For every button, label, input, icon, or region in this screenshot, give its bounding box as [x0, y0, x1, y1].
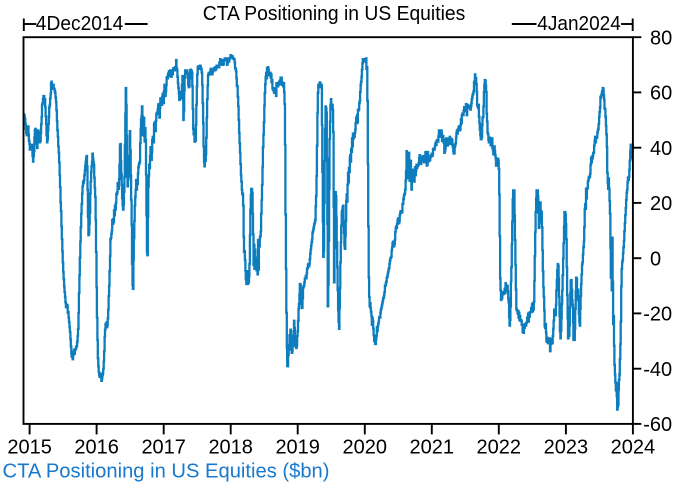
svg-text:CTA Positioning in US Equities: CTA Positioning in US Equities ($bn)	[3, 461, 330, 482]
svg-text:2016: 2016	[74, 437, 119, 459]
svg-text:CTA Positioning in US Equities: CTA Positioning in US Equities	[203, 3, 466, 25]
svg-text:2024: 2024	[611, 437, 656, 459]
svg-text:2023: 2023	[544, 437, 589, 459]
svg-text:2018: 2018	[208, 437, 253, 459]
svg-text:2019: 2019	[275, 437, 320, 459]
svg-text:4Dec2014: 4Dec2014	[36, 13, 124, 35]
svg-text:2020: 2020	[343, 437, 388, 459]
svg-text:80: 80	[650, 28, 672, 50]
svg-text:4Jan2024: 4Jan2024	[537, 13, 621, 35]
svg-text:-40: -40	[643, 359, 672, 381]
svg-text:-20: -20	[643, 304, 672, 326]
svg-text:2021: 2021	[410, 437, 455, 459]
svg-text:40: 40	[650, 138, 672, 160]
svg-text:0: 0	[650, 249, 661, 271]
svg-text:2015: 2015	[7, 437, 52, 459]
svg-text:-60: -60	[643, 414, 672, 436]
svg-text:2022: 2022	[477, 437, 522, 459]
svg-text:20: 20	[650, 193, 672, 215]
svg-text:2017: 2017	[141, 437, 186, 459]
svg-text:60: 60	[650, 83, 672, 105]
